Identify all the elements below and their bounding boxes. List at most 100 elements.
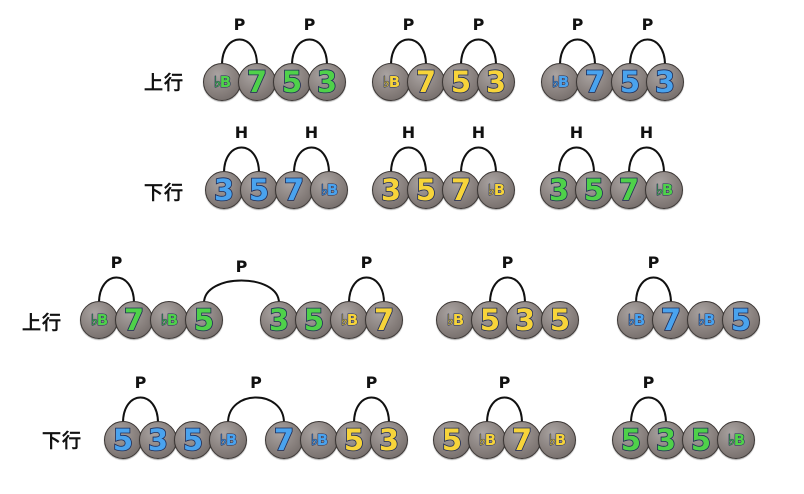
note-group: ♭B 7 5 3: [372, 63, 515, 101]
note-circle: ♭B: [477, 171, 515, 209]
note-circle: ♭B: [310, 171, 348, 209]
note-value: 5: [479, 302, 501, 337]
slur-arc: [486, 396, 523, 424]
pull-off-label: P: [134, 373, 147, 392]
note-group: ♭B 7 ♭B 5: [80, 301, 223, 339]
note-circle: 5: [471, 301, 509, 339]
slur-arc: [98, 276, 135, 304]
pull-off-label: P: [303, 15, 316, 34]
note-value: ♭B: [382, 72, 400, 91]
note-value: 3: [548, 172, 570, 207]
note-value: 3: [485, 64, 507, 99]
note-value: 7: [273, 422, 295, 457]
note-value: ♭B: [655, 180, 673, 199]
note-circle: 3: [370, 421, 408, 459]
descending-label: 下行: [42, 430, 83, 452]
note-group: 3 5 7 ♭B: [540, 171, 683, 209]
note-value: 5: [441, 422, 463, 457]
note-value: 5: [343, 422, 365, 457]
note-circle: 3: [646, 63, 684, 101]
note-value: ♭B: [697, 310, 715, 329]
note-value: 7: [660, 302, 682, 337]
note-circle: 3: [308, 63, 346, 101]
pull-off-label: P: [402, 15, 415, 34]
note-value: 5: [549, 302, 571, 337]
note-circle: 5: [295, 301, 333, 339]
note-circle: 7: [610, 171, 648, 209]
note-circle: 5: [185, 301, 223, 339]
note-circle: 5: [335, 421, 373, 459]
note-value: 7: [511, 422, 533, 457]
pull-off-label: P: [233, 15, 246, 34]
note-value: 7: [618, 172, 640, 207]
ascending-label: 上行: [144, 72, 185, 94]
slur-arc: [628, 146, 665, 174]
note-value: 5: [112, 422, 134, 457]
note-circle: 5: [273, 63, 311, 101]
note-circle: 7: [652, 301, 690, 339]
pull-off-label: P: [472, 15, 485, 34]
note-circle: ♭B: [80, 301, 118, 339]
note-circle: ♭B: [372, 63, 410, 101]
pull-off-label: P: [235, 257, 248, 276]
slur-arc: [390, 38, 427, 66]
pull-off-label: P: [501, 253, 514, 272]
note-value: 5: [619, 64, 641, 99]
note-group: ♭B 7 5 3: [541, 63, 684, 101]
note-group: 5 3 5 ♭B: [104, 421, 247, 459]
note-value: ♭B: [446, 310, 464, 329]
note-group: 5 ♭B 7 ♭B: [433, 421, 576, 459]
note-circle: 7: [442, 171, 480, 209]
note-circle: ♭B: [541, 63, 579, 101]
note-value: 5: [583, 172, 605, 207]
slur-arc: [122, 396, 159, 424]
note-group: ♭B 7 5 3: [203, 63, 346, 101]
note-value: 7: [373, 302, 395, 337]
note-circle: 7: [115, 301, 153, 339]
note-value: 5: [450, 64, 472, 99]
note-circle: 3: [506, 301, 544, 339]
note-value: 7: [283, 172, 305, 207]
note-circle: 5: [682, 421, 720, 459]
note-value: 3: [213, 172, 235, 207]
note-value: 5: [690, 422, 712, 457]
note-circle: ♭B: [300, 421, 338, 459]
slur-arc: [221, 38, 258, 66]
note-value: 5: [281, 64, 303, 99]
slur-arc: [227, 396, 285, 424]
note-value: 7: [584, 64, 606, 99]
slur-arc: [630, 396, 667, 424]
note-value: 3: [655, 422, 677, 457]
note-circle: 3: [477, 63, 515, 101]
note-value: 7: [246, 64, 268, 99]
hammer-on-label: H: [569, 123, 584, 142]
slur-arc: [460, 38, 497, 66]
hammer-on-label: H: [401, 123, 416, 142]
slur-arc: [293, 146, 330, 174]
slur-arc: [489, 276, 526, 304]
note-value: ♭B: [219, 430, 237, 449]
note-circle: 5: [433, 421, 471, 459]
slur-arc: [348, 276, 385, 304]
hammer-on-label: H: [639, 123, 654, 142]
pull-off-label: P: [360, 253, 373, 272]
note-value: 5: [620, 422, 642, 457]
note-circle: 5: [174, 421, 212, 459]
pull-off-label: P: [110, 253, 123, 272]
note-value: ♭B: [548, 430, 566, 449]
pull-off-label: P: [365, 373, 378, 392]
note-value: ♭B: [310, 430, 328, 449]
note-circle: 5: [612, 421, 650, 459]
note-circle: 5: [541, 301, 579, 339]
slur-arc: [203, 279, 280, 304]
note-circle: 3: [540, 171, 578, 209]
note-group: 3 5 7 ♭B: [372, 171, 515, 209]
pull-off-label: P: [571, 15, 584, 34]
slur-arc: [223, 146, 260, 174]
note-circle: 5: [722, 301, 760, 339]
note-circle: ♭B: [645, 171, 683, 209]
note-value: ♭B: [727, 430, 745, 449]
note-value: 7: [123, 302, 145, 337]
note-value: 3: [316, 64, 338, 99]
